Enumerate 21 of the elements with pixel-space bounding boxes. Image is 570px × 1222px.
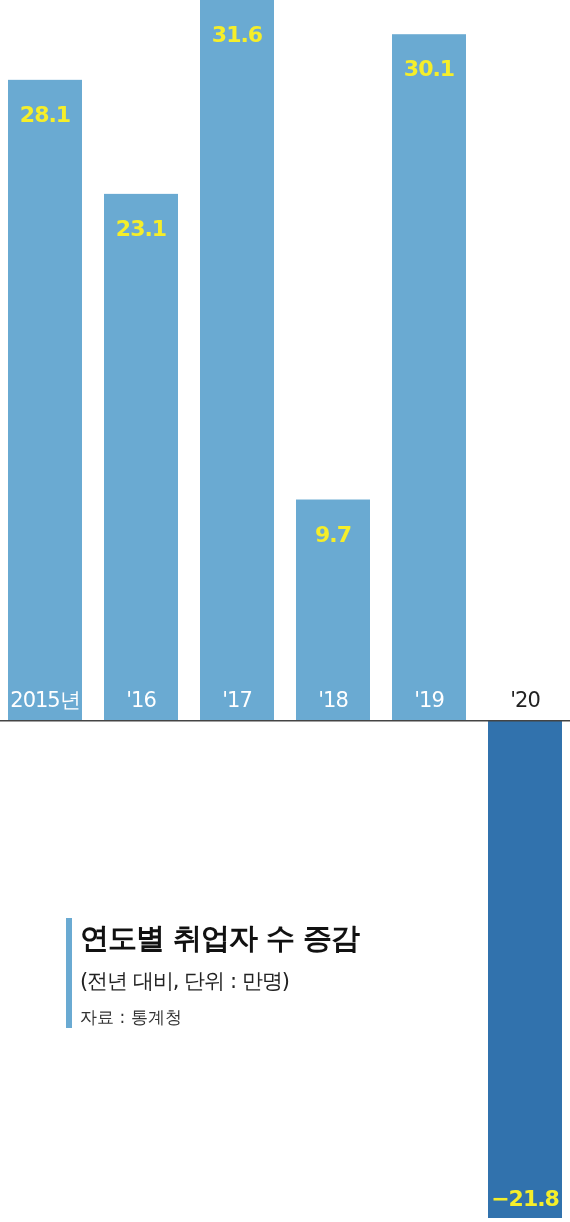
bar: [392, 34, 466, 721]
data-label: 23.1: [115, 215, 167, 241]
x-tick-label: '19: [414, 687, 444, 712]
x-tick-label: '17: [222, 687, 252, 712]
annotation: 자료 : 통계청: [80, 1007, 182, 1027]
x-tick-label: '16: [126, 687, 157, 712]
bar: [296, 499, 370, 721]
bar: [8, 79, 82, 721]
bar: [488, 720, 562, 1218]
text: (전년 대비, 단위 : 만명): [80, 969, 289, 993]
data-label: 28.1: [19, 101, 71, 127]
text: 연도별 취업자 수 증감: [80, 921, 361, 955]
data-label: −21.8: [491, 1186, 559, 1211]
x-tick-label: '18: [318, 687, 348, 712]
data-label: 30.1: [403, 56, 455, 82]
data-label: 9.7: [315, 521, 351, 547]
bar: [104, 193, 178, 721]
bar: [200, 0, 274, 721]
x-tick-label: '20: [510, 687, 540, 712]
x-tick-label: 2015년: [10, 687, 80, 712]
data-label: 31.6: [211, 22, 263, 47]
